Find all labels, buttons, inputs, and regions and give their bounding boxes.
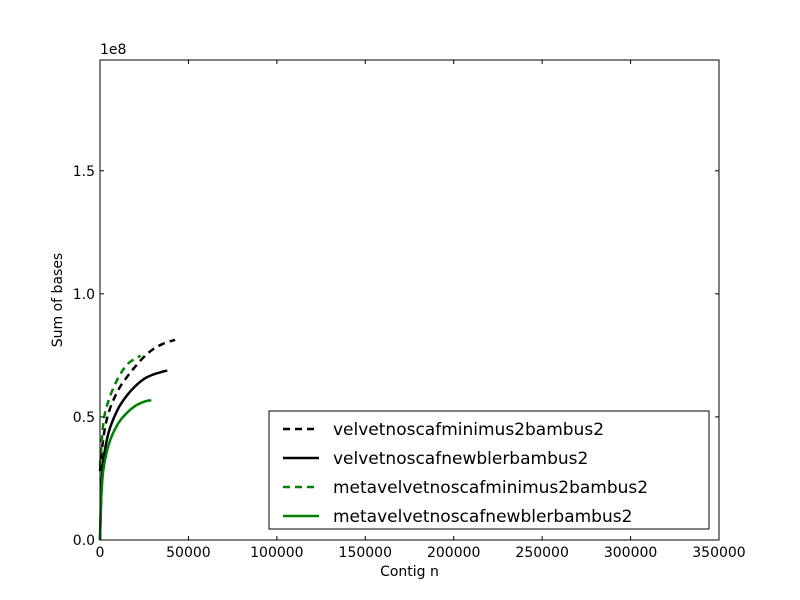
x-tick-label: 300000: [604, 545, 657, 561]
y-axis-ticks: 0.0 0.5 1.0 1.5: [73, 164, 719, 549]
x-tick-label: 100000: [250, 545, 303, 561]
y-tick-label: 1.5: [73, 164, 95, 180]
x-tick-label: 150000: [339, 545, 392, 561]
series-layer: [98, 338, 176, 541]
series-line-3: [98, 354, 142, 467]
x-axis-label: Contig n: [380, 564, 439, 580]
legend-label: velvetnoscafnewblerbambus2: [333, 449, 588, 469]
series-line-1: [98, 338, 176, 472]
plot-frame: [99, 59, 720, 541]
y-tick-label: 1.0: [73, 287, 95, 303]
x-tick-label: 50000: [166, 545, 211, 561]
x-tick-label: 250000: [515, 545, 568, 561]
y-axis-label: Sum of bases: [50, 253, 66, 347]
y-tick-label: 0.0: [73, 533, 95, 549]
x-axis-ticks: 0 50000 100000 150000 200000 250000 300000 3500…: [96, 60, 746, 561]
y-tick-label: 0.5: [73, 410, 95, 426]
y-offset-text: 1e8: [100, 42, 126, 58]
legend-label: metavelvetnoscafnewblerbambus2: [333, 507, 632, 527]
series-line-2: [98, 369, 168, 541]
x-tick-label: 0: [96, 545, 105, 561]
x-tick-label: 350000: [692, 545, 745, 561]
legend-label: metavelvetnoscafminimus2bambus2: [333, 478, 648, 498]
legend-label: velvetnoscafminimus2bambus2: [333, 420, 604, 440]
series-line-4: [98, 398, 152, 541]
legend: velvetnoscafminimus2bambus2 velvetnoscafn…: [268, 410, 710, 530]
legend-box: [268, 410, 710, 530]
x-tick-label: 200000: [427, 545, 480, 561]
